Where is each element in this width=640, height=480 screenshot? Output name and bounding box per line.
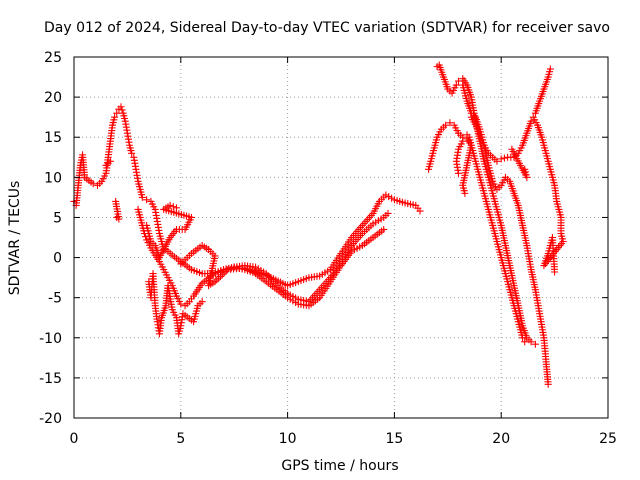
chart-title: Day 012 of 2024, Sidereal Day-to-day VTE… (44, 20, 610, 36)
data-point (546, 65, 554, 73)
x-tick-label: 10 (279, 431, 297, 447)
data-point (138, 193, 146, 201)
y-tick-label: -15 (39, 371, 62, 387)
y-tick-label: 0 (53, 251, 62, 267)
data-point (143, 196, 151, 204)
data-point (508, 145, 516, 153)
data-point (380, 225, 388, 233)
data-point (106, 157, 114, 165)
y-axis-title: SDTVAR / TECUs (7, 181, 23, 296)
data-point (497, 155, 505, 163)
y-tick-label: 10 (44, 170, 62, 186)
data-point (461, 189, 469, 197)
data-point (198, 298, 206, 306)
x-axis-title: GPS time / hours (281, 458, 398, 474)
data-point (493, 157, 501, 165)
data-point (89, 180, 97, 188)
data-point-interp (118, 106, 126, 114)
y-axis-tick-labels: 25 20 15 10 5 0 -5 -10 -15 -20 (39, 50, 62, 427)
data-point-interp (169, 203, 177, 211)
y-tick-label: -10 (39, 331, 62, 347)
y-tick-label: 20 (44, 90, 62, 106)
data-point (384, 209, 392, 217)
data-point (173, 204, 181, 212)
x-tick-label: 0 (70, 431, 79, 447)
plot-frame (73, 56, 609, 419)
data-point (166, 201, 174, 209)
y-tick-label: -20 (39, 411, 62, 427)
data-point (446, 119, 454, 127)
x-tick-label: 5 (176, 431, 185, 447)
data-point (113, 109, 121, 117)
data-point (452, 81, 460, 89)
y-tick-label: 15 (44, 130, 62, 146)
data-point (177, 300, 185, 308)
data-point-interp (500, 154, 508, 162)
data-point (527, 338, 535, 346)
data-point (111, 113, 119, 121)
data-point (521, 338, 529, 346)
y-tick-label: 5 (53, 210, 62, 226)
data-point (527, 117, 535, 125)
data-point (442, 121, 450, 129)
data-point (544, 380, 552, 388)
data-markers (70, 61, 567, 388)
x-tick-label: 20 (492, 431, 510, 447)
y-tick-label: 25 (44, 50, 62, 66)
data-point (128, 149, 136, 157)
y-tick-label: -5 (48, 291, 62, 307)
data-point (117, 103, 125, 111)
data-point (112, 197, 120, 205)
data-point (416, 207, 424, 215)
data-point (551, 268, 559, 276)
x-tick-label: 25 (599, 431, 617, 447)
data-point (531, 340, 539, 348)
x-axis-tick-labels: 0 5 10 15 20 25 (70, 431, 617, 447)
x-tick-label: 15 (385, 431, 403, 447)
data-point-interp (213, 276, 221, 284)
